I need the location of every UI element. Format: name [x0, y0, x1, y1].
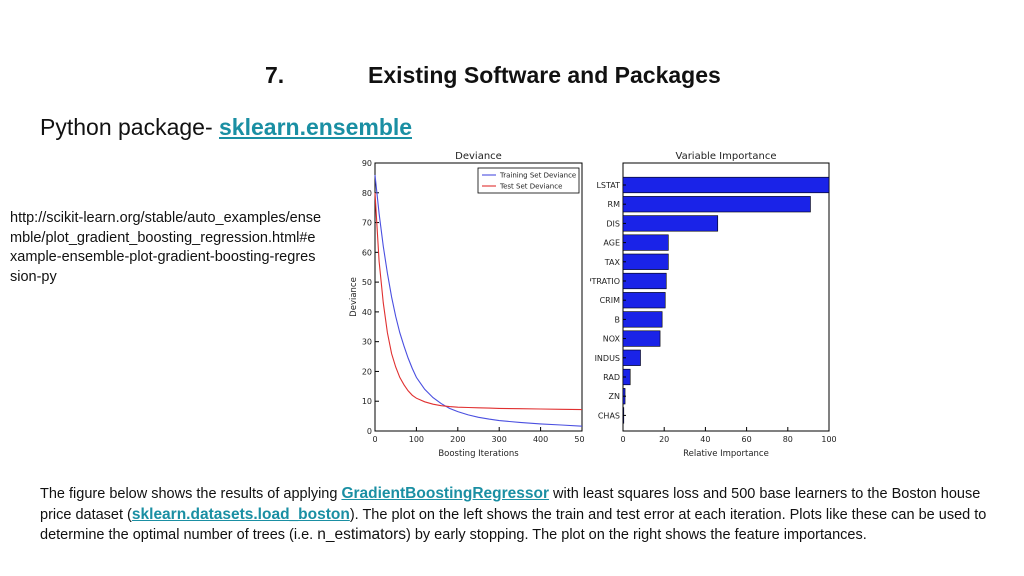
bar-nox	[622, 330, 661, 347]
category-label: PTRATIO	[590, 277, 620, 286]
legend-box	[477, 167, 580, 194]
chart-title: Deviance	[455, 151, 502, 162]
category-label: TAX	[604, 258, 621, 267]
y-tick-label: 30	[362, 338, 372, 347]
variable-importance-chart: Variable Importance LSTAT RM DIS AGE TAX PTRAT…	[590, 151, 837, 459]
category-label: RAD	[603, 373, 620, 382]
gradient-boosting-regressor-link[interactable]: GradientBoostingRegressor	[341, 485, 550, 502]
bar-age	[622, 234, 669, 251]
x-tick-label: 40	[700, 435, 710, 444]
y-tick-label: 50	[362, 278, 372, 287]
slide-number: 7.	[265, 62, 285, 88]
y-tick-label: 20	[362, 367, 372, 376]
legend-entry: Test Set Deviance	[499, 183, 562, 191]
bar-rm	[622, 196, 811, 213]
series-line-test	[374, 192, 583, 411]
y-tick-label: 70	[362, 219, 372, 228]
deviance-chart: Deviance 0 100 200 300 400 500 0 10 20 30 40 50 60 70 8…	[349, 151, 585, 459]
x-tick-label: 100	[821, 435, 836, 444]
x-tick-label: 200	[450, 435, 465, 444]
slide-title-text: Existing Software and Packages	[368, 62, 721, 88]
bar-ptratio	[622, 272, 667, 290]
paragraph-text-2: with least squares loss and 500 base lea…	[40, 486, 981, 523]
y-tick-label: 0	[367, 427, 372, 436]
x-tick-label: 300	[492, 435, 507, 444]
n-estimators-code: n_estimators	[317, 526, 406, 543]
bar-lstat	[622, 176, 830, 194]
chart-title: Variable Importance	[676, 151, 777, 162]
package-line: Python package- sklearn.ensemble	[40, 114, 412, 146]
y-tick-label: 90	[362, 159, 372, 168]
description-paragraph: The figure below shows the results of ap…	[40, 484, 990, 546]
x-tick-label: 20	[659, 435, 669, 444]
package-link[interactable]: sklearn.ensemble	[219, 114, 413, 140]
y-tick-label: 80	[362, 189, 372, 198]
y-tick-label: 60	[362, 248, 372, 257]
plot-frame	[374, 162, 583, 432]
x-tick-label: 0	[372, 435, 377, 444]
x-tick-label: 80	[783, 435, 793, 444]
x-tick-label: 60	[742, 435, 752, 444]
x-tick-label: 100	[409, 435, 424, 444]
load-boston-link[interactable]: sklearn.datasets.load_boston	[131, 505, 350, 523]
bar-crim	[622, 292, 666, 309]
category-label: AGE	[603, 239, 620, 248]
category-label: ZN	[609, 392, 620, 401]
x-tick-label: 500	[574, 435, 585, 444]
paragraph-text-1: The figure below shows the results of ap…	[40, 486, 342, 502]
category-label: LSTAT	[596, 181, 620, 190]
category-label: INDUS	[595, 354, 620, 363]
source-url: http://scikit-learn.org/stable/auto_exam…	[10, 210, 322, 285]
paragraph-text-4: ) by early stopping. The plot on the rig…	[405, 527, 867, 543]
category-label: B	[615, 315, 621, 324]
x-tick-label: 400	[533, 435, 548, 444]
paragraph-text-3: ). The plot on the left shows the train …	[40, 506, 987, 544]
y-axis-label: Deviance	[349, 277, 359, 317]
legend-entry: Training Set Deviance	[499, 172, 576, 180]
category-label: CHAS	[598, 411, 620, 420]
x-axis-label: Boosting Iterations	[438, 449, 519, 459]
bar-dis	[622, 215, 719, 232]
y-tick-label: 10	[362, 397, 372, 406]
slide-title: 7. Existing Software and Packages	[0, 62, 1024, 94]
category-label: RM	[608, 200, 621, 209]
category-label: DIS	[606, 219, 620, 228]
category-label: CRIM	[600, 296, 621, 305]
x-axis-label: Relative Importance	[683, 449, 769, 459]
series-line-training	[374, 174, 583, 427]
bar-tax	[622, 253, 669, 270]
category-label: NOX	[603, 335, 621, 344]
y-tick-label: 40	[362, 308, 372, 317]
bar-b	[622, 311, 663, 328]
x-tick-label: 0	[620, 435, 625, 444]
package-prefix: Python package-	[40, 114, 220, 140]
